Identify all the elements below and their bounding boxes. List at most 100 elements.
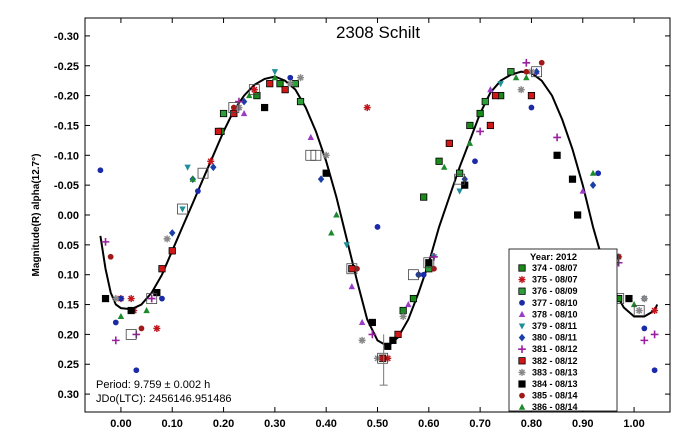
x-tick-label: 0.80	[521, 418, 542, 430]
legend-marker	[519, 392, 525, 399]
open-marker	[346, 263, 358, 275]
open-marker	[377, 352, 389, 364]
data-point	[348, 265, 356, 273]
data-point	[343, 242, 350, 249]
data-point	[368, 330, 377, 339]
data-point	[240, 97, 248, 106]
data-point	[523, 74, 530, 81]
data-point	[210, 163, 217, 172]
data-point	[641, 325, 648, 332]
data-point	[271, 69, 279, 76]
data-point	[112, 319, 119, 326]
data-point	[358, 318, 366, 326]
data-point	[425, 265, 433, 273]
data-point	[625, 294, 633, 303]
y-tick-label: 0.05	[58, 240, 79, 252]
data-point	[127, 295, 135, 303]
data-point	[219, 109, 228, 118]
data-point	[163, 235, 171, 243]
x-tick-label: 0.20	[213, 418, 234, 430]
data-point	[322, 169, 330, 177]
data-point	[374, 224, 381, 230]
legend-marker	[518, 310, 526, 317]
data-point	[409, 294, 418, 303]
period-annotation: Period: 9.759 ± 0.002 h	[96, 379, 210, 391]
legend-entry-label: 383 - 08/13	[532, 367, 578, 377]
data-points	[97, 58, 659, 386]
open-marker	[310, 149, 322, 161]
data-point	[286, 80, 294, 88]
data-point	[169, 229, 176, 237]
legend-marker	[518, 380, 526, 388]
y-tick-label: 0.30	[58, 389, 79, 401]
data-point	[487, 86, 494, 93]
data-point	[568, 175, 577, 183]
y-tick-label: -0.10	[54, 150, 79, 162]
legend-marker	[519, 299, 525, 306]
open-marker	[228, 102, 240, 113]
legend-marker	[518, 333, 526, 342]
data-point	[133, 367, 140, 374]
data-point	[230, 104, 237, 111]
x-tick-label: 0.30	[264, 418, 285, 430]
data-point	[117, 312, 125, 320]
x-tick-label: 0.10	[162, 418, 183, 430]
fit-curve	[99, 70, 659, 348]
y-tick-label: 0.15	[58, 300, 79, 312]
data-point	[271, 74, 279, 81]
data-point	[553, 133, 561, 142]
data-point	[394, 330, 402, 338]
data-point	[322, 151, 330, 159]
data-point	[466, 139, 474, 146]
data-point	[317, 175, 325, 184]
data-point	[456, 169, 464, 177]
data-point	[481, 97, 489, 106]
legend-entry-label: 374 - 08/07	[532, 263, 578, 273]
x-tick-label: 0.00	[110, 418, 131, 430]
data-point	[297, 74, 305, 82]
open-marker	[423, 257, 435, 269]
legend-entry-label: 376 - 08/09	[532, 286, 578, 296]
legend-entry-label: 379 - 08/11	[532, 321, 577, 331]
data-point	[296, 97, 305, 106]
open-marker	[146, 293, 158, 304]
data-point	[651, 306, 659, 315]
data-point	[589, 169, 597, 176]
data-point	[651, 367, 658, 374]
data-point	[574, 211, 582, 219]
data-point	[528, 104, 535, 111]
data-point	[595, 170, 602, 177]
data-point	[507, 68, 515, 76]
data-point	[476, 127, 484, 136]
open-marker	[633, 305, 645, 316]
data-point	[246, 92, 253, 99]
y-tick-label: 0.10	[58, 270, 79, 282]
data-point	[333, 211, 340, 218]
chart-title: 2308 Schilt	[336, 23, 420, 42]
data-point	[533, 67, 540, 76]
y-tick-label: 0.25	[58, 359, 79, 371]
y-tick-label: -0.20	[54, 91, 79, 103]
legend-marker	[518, 345, 526, 354]
data-point	[486, 121, 494, 130]
legend-entry-label: 380 - 08/11	[532, 333, 577, 343]
open-marker	[408, 269, 419, 281]
data-point	[517, 86, 525, 94]
legend-entry-label: 386 - 08/14	[532, 402, 578, 412]
data-point	[230, 109, 238, 118]
open-marker	[125, 328, 137, 340]
data-point	[472, 158, 478, 165]
x-tick-label: 0.60	[418, 418, 439, 430]
open-marker	[197, 167, 209, 179]
y-tick-label: 0.00	[58, 210, 79, 222]
data-point	[189, 175, 196, 182]
data-point	[328, 229, 335, 236]
data-point	[640, 295, 648, 303]
data-point	[261, 103, 269, 112]
data-point	[348, 283, 356, 290]
data-point	[399, 306, 407, 314]
data-point	[143, 306, 150, 314]
